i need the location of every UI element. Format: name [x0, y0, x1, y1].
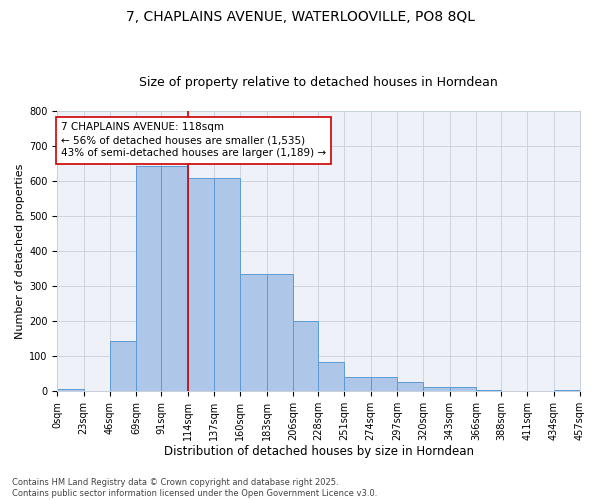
Title: Size of property relative to detached houses in Horndean: Size of property relative to detached ho… — [139, 76, 498, 90]
Bar — [214, 178, 241, 391]
Bar — [188, 178, 214, 391]
X-axis label: Distribution of detached houses by size in Horndean: Distribution of detached houses by size … — [164, 444, 473, 458]
Bar — [58, 390, 83, 391]
Text: 7 CHAPLAINS AVENUE: 118sqm
← 56% of detached houses are smaller (1,535)
43% of s: 7 CHAPLAINS AVENUE: 118sqm ← 56% of deta… — [61, 122, 326, 158]
Bar — [293, 322, 318, 391]
Bar — [110, 340, 136, 391]
Bar — [371, 376, 397, 391]
Bar — [344, 376, 371, 391]
Text: 7, CHAPLAINS AVENUE, WATERLOOVILLE, PO8 8QL: 7, CHAPLAINS AVENUE, WATERLOOVILLE, PO8 … — [125, 10, 475, 24]
Bar — [424, 387, 449, 391]
Y-axis label: Number of detached properties: Number of detached properties — [15, 164, 25, 339]
Text: Contains HM Land Registry data © Crown copyright and database right 2025.
Contai: Contains HM Land Registry data © Crown c… — [12, 478, 377, 498]
Bar — [241, 274, 266, 391]
Bar — [266, 274, 293, 391]
Bar — [83, 390, 110, 391]
Bar — [161, 166, 188, 391]
Bar — [554, 390, 580, 391]
Bar — [397, 382, 424, 391]
Bar — [318, 362, 344, 391]
Bar — [449, 387, 476, 391]
Bar — [476, 390, 501, 391]
Bar — [136, 166, 161, 391]
